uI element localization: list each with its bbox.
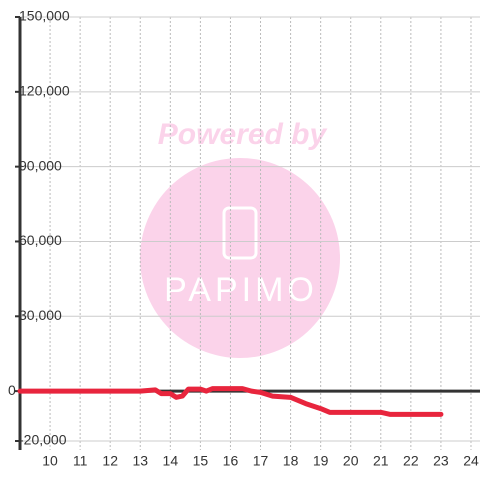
y-tick-label: 0 <box>8 382 16 398</box>
x-tick-label: 18 <box>283 453 299 469</box>
x-tick-label: 15 <box>193 453 209 469</box>
watermark-logo: PAPIMO <box>164 271 318 309</box>
x-tick-label: 24 <box>463 453 479 469</box>
line <box>17 386 444 417</box>
watermark-phone <box>222 206 258 260</box>
y-tick-label: -20,000 <box>19 432 67 448</box>
x-tick-label: 11 <box>73 453 88 469</box>
watermark-text: Powered by <box>158 118 328 151</box>
y-tick-label: 60,000 <box>19 232 62 248</box>
y-tick-label: 120,000 <box>19 83 70 99</box>
x-tick-label: 16 <box>223 453 239 469</box>
x-tick-label: 21 <box>373 453 389 469</box>
y-tick-label: 30,000 <box>19 307 62 323</box>
x-tick-label: 12 <box>102 453 118 469</box>
x-tick-label: 13 <box>132 453 148 469</box>
x-tick-label: 17 <box>253 453 269 469</box>
x-tick-label: 10 <box>42 453 58 469</box>
x-tick-label: 14 <box>163 453 179 469</box>
x-tick-label: 23 <box>433 453 449 469</box>
watermark: Powered by PAPIMO <box>140 118 340 358</box>
y-tick-label: 90,000 <box>19 157 62 173</box>
y-tick-label: 150,000 <box>19 8 70 24</box>
x-tick-label: 19 <box>313 453 329 469</box>
x-tick-label: 20 <box>343 453 359 469</box>
x-tick-label: 22 <box>403 453 419 469</box>
